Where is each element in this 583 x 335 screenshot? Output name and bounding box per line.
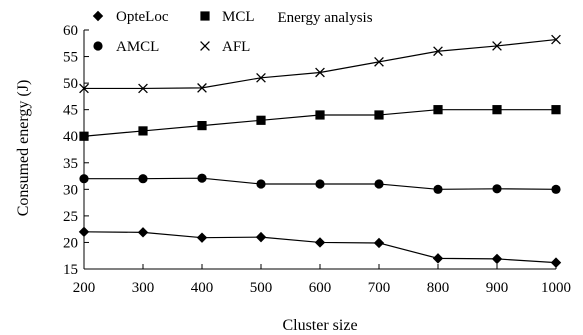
legend-label-afl: AFL [222,39,250,55]
legend: OpteLoc MCL AMCL AFL [92,9,255,55]
cross-stroke [79,83,89,94]
x-tick-label: 700 [368,280,391,296]
series-layer [78,34,562,268]
data-point-afl [79,83,89,94]
y-tick-label: 40 [63,129,78,145]
data-point-afl [197,83,207,93]
x-tick-label: 900 [486,280,509,296]
data-point-opteloc [491,253,503,265]
data-point-amcl [551,184,561,194]
y-tick-label: 15 [63,262,78,278]
x-tick-label: 500 [250,280,273,296]
cross-stroke [492,41,502,51]
y-tick-label: 55 [63,50,78,66]
y-tick-label: 20 [63,235,78,251]
data-point-afl [315,67,325,78]
data-point-amcl [492,184,502,194]
legend-item-mcl: MCL [200,9,255,25]
y-tick-label: 30 [63,182,78,198]
data-point-afl [433,46,443,57]
series-opteloc [78,226,562,268]
data-point-afl [138,83,148,94]
data-point-afl [256,72,266,83]
data-point-amcl [138,174,148,184]
data-point-mcl [256,115,266,125]
data-point-amcl [433,184,443,194]
data-point-opteloc [432,253,444,264]
series-afl [79,34,561,94]
data-point-opteloc [314,237,326,248]
x-axis-title: Cluster size [282,317,357,334]
data-point-mcl [79,131,89,141]
legend-marker-mcl [200,11,210,21]
legend-marker-afl [200,41,210,51]
x-tick-label: 300 [132,280,155,296]
y-tick-label: 60 [63,23,78,39]
axes: 15 20 25 30 35 40 45 50 55 60 200 300 400 500 600 700 80… [63,23,571,296]
data-point-afl [492,41,502,51]
cross-stroke [433,46,443,57]
data-point-opteloc [196,232,208,243]
data-point-amcl [374,179,384,189]
x-tick-label: 400 [191,280,214,296]
data-point-mcl [138,126,148,136]
cross-stroke [197,83,207,93]
cross-stroke [551,34,561,45]
data-point-mcl [197,121,207,131]
legend-marker-opteloc [92,10,104,22]
data-point-opteloc [137,227,149,238]
cross-stroke [374,57,384,67]
data-point-opteloc [550,257,562,268]
cross-stroke [256,72,266,83]
y-axis-title: Consumed energy (J) [15,80,32,217]
data-point-mcl [315,110,325,120]
y-tick-label: 50 [63,76,78,92]
series-amcl [79,173,561,194]
legend-label-opteloc: OpteLoc [116,9,169,25]
x-tick-label: 1000 [541,280,571,296]
series-mcl [79,105,561,141]
x-tick-label: 200 [73,280,96,296]
y-tick-label: 45 [63,103,78,119]
data-point-mcl [433,105,443,115]
data-point-afl [374,57,384,67]
data-point-opteloc [373,237,385,249]
cross-stroke [315,67,325,78]
chart-title: Energy analysis [277,10,372,26]
data-point-amcl [315,179,325,189]
data-point-opteloc [78,226,90,238]
data-point-mcl [374,110,384,120]
data-point-amcl [197,173,207,183]
data-point-mcl [551,105,561,115]
cross-stroke [138,83,148,94]
x-tick-label: 800 [427,280,450,296]
legend-item-amcl: AMCL [93,39,159,55]
y-tick-label: 35 [63,156,78,172]
legend-label-amcl: AMCL [116,39,159,55]
data-point-amcl [79,174,89,184]
y-tick-label: 25 [63,209,78,225]
legend-item-opteloc: OpteLoc [92,9,169,25]
legend-item-afl: AFL [200,39,250,55]
data-point-opteloc [255,231,267,243]
legend-marker-amcl [93,41,103,51]
data-point-mcl [492,105,502,115]
x-tick-label: 600 [309,280,332,296]
data-point-amcl [256,179,266,189]
data-point-afl [551,34,561,45]
legend-label-mcl: MCL [222,9,255,25]
cross-stroke [200,41,210,51]
